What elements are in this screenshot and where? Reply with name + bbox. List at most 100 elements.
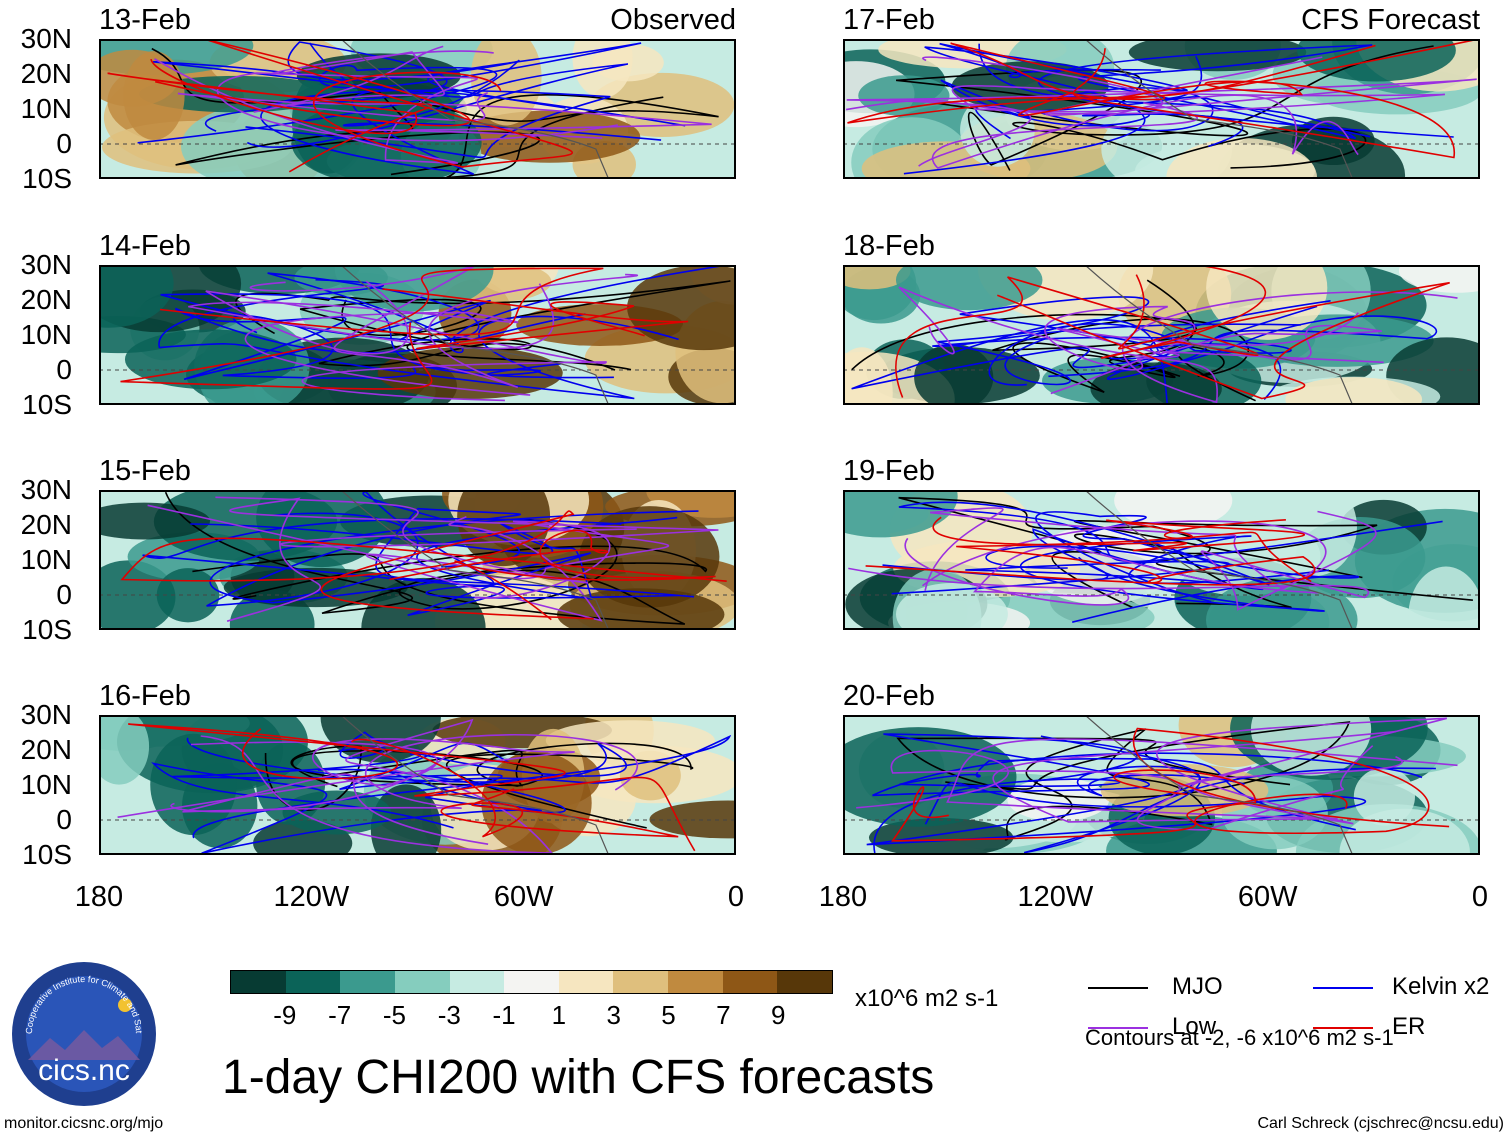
colorbar-swatch xyxy=(668,971,723,993)
chi200-field xyxy=(99,265,736,405)
coastline xyxy=(340,715,610,855)
panel-date: 14-Feb xyxy=(99,230,191,262)
colorbar-swatch xyxy=(394,971,450,993)
cics-logo: Cooperative Institute for Climate and Sa… xyxy=(10,960,156,1106)
panel-frame xyxy=(99,265,736,405)
panel-frame xyxy=(99,39,736,179)
lat-label: 10N xyxy=(20,544,72,575)
contour-line xyxy=(182,733,638,845)
legend-mjo-label: MJO xyxy=(1172,973,1223,1000)
map-panel xyxy=(99,715,736,855)
map-panel xyxy=(843,39,1480,179)
figure-title: 1-day CHI200 with CFS forecasts xyxy=(222,1051,935,1104)
panel-date: 13-Feb xyxy=(99,4,191,36)
logo-text: cics.nc xyxy=(38,1054,130,1087)
lat-label: 30N xyxy=(20,699,72,730)
legend-mjo-line xyxy=(1088,987,1148,989)
colorbar-units: x10^6 m2 s-1 xyxy=(855,985,999,1012)
lon-label: 120W xyxy=(273,881,350,913)
coastline xyxy=(1084,265,1354,405)
contour-line xyxy=(192,734,732,839)
chi200-blob xyxy=(843,727,1017,827)
chi200-field xyxy=(843,265,1480,405)
contour-line xyxy=(158,278,679,400)
coastline xyxy=(340,490,610,630)
map-panel xyxy=(99,39,736,179)
lat-label: 10N xyxy=(20,769,72,800)
colorbar-swatch xyxy=(722,971,778,993)
map-panel xyxy=(843,715,1480,855)
contour-line xyxy=(382,288,689,350)
panel-frame xyxy=(843,265,1480,405)
panel-frame xyxy=(99,715,736,855)
footer-credit: Carl Schreck (cjschrec@ncsu.edu) xyxy=(1257,1115,1504,1132)
panel-frame xyxy=(843,39,1480,179)
lat-label: 0 xyxy=(56,579,72,610)
coastline xyxy=(340,265,610,405)
map-panel xyxy=(99,265,736,405)
colorbar-label: 9 xyxy=(770,1000,786,1030)
contour-line xyxy=(350,738,679,838)
lat-label: 30N xyxy=(20,474,72,505)
chi200-field xyxy=(843,715,1480,855)
lat-label: 0 xyxy=(56,804,72,835)
chi200-blob xyxy=(99,715,150,785)
chi200-blob xyxy=(1408,566,1480,630)
colorbar-label: -5 xyxy=(382,1000,407,1030)
lat-label: 10N xyxy=(20,319,72,350)
chi200-blob xyxy=(99,560,176,630)
contour-line xyxy=(186,731,627,783)
lat-label: 30N xyxy=(20,23,72,54)
contour-line xyxy=(172,753,566,814)
lat-label: 10S xyxy=(22,614,72,645)
contour-line xyxy=(891,769,1257,842)
contour-line xyxy=(1035,511,1360,623)
colorbar-swatch xyxy=(613,971,669,993)
coastline xyxy=(1084,490,1354,630)
chi200-blob xyxy=(858,75,950,116)
colorbar-label: 3 xyxy=(606,1000,621,1030)
contour-line xyxy=(117,738,575,818)
lat-label: 10S xyxy=(22,163,72,194)
colorbar-label: -9 xyxy=(273,1000,297,1030)
chi200-field xyxy=(843,39,1480,179)
lat-label: 20N xyxy=(20,58,72,89)
lat-label: 10S xyxy=(22,389,72,420)
contour-line xyxy=(120,510,727,620)
chi200-blob xyxy=(1398,265,1480,293)
panel-date: 18-Feb xyxy=(843,230,935,262)
lon-label: 60W xyxy=(493,881,554,913)
contour-line xyxy=(1048,305,1438,381)
lat-label: 20N xyxy=(20,734,72,765)
panel-frame xyxy=(843,490,1480,630)
contour-line xyxy=(253,45,494,113)
coastline xyxy=(1084,39,1354,179)
chi200-blob xyxy=(627,265,736,351)
map-panel xyxy=(843,265,1480,405)
chi200-blob xyxy=(843,490,958,538)
contour-line xyxy=(164,491,686,625)
chi200-field xyxy=(99,715,736,855)
contour-line xyxy=(978,43,1454,140)
legend-low-line xyxy=(1088,1027,1148,1029)
colorbar-swatch xyxy=(340,971,395,993)
lat-label: 20N xyxy=(20,509,72,540)
contour-line xyxy=(873,757,1356,854)
panel-date: 17-Feb xyxy=(843,4,935,36)
lat-label: 30N xyxy=(20,249,72,280)
lon-label: 120W xyxy=(1017,881,1094,913)
panel-date: 16-Feb xyxy=(99,680,191,712)
contour-line xyxy=(946,730,1458,823)
contour-line xyxy=(128,723,696,852)
contour-line xyxy=(205,280,607,402)
colorbar-label: -3 xyxy=(437,1000,461,1030)
coastline xyxy=(340,39,610,179)
colorbar-swatch xyxy=(285,971,341,993)
panel-source: Observed xyxy=(610,4,736,36)
chi200-blob xyxy=(1128,39,1307,72)
lat-label: 10N xyxy=(20,93,72,124)
chi200-blob xyxy=(869,818,1014,855)
colorbar-swatch xyxy=(777,971,833,993)
map-panel xyxy=(843,490,1480,630)
contour-line xyxy=(856,745,1374,831)
